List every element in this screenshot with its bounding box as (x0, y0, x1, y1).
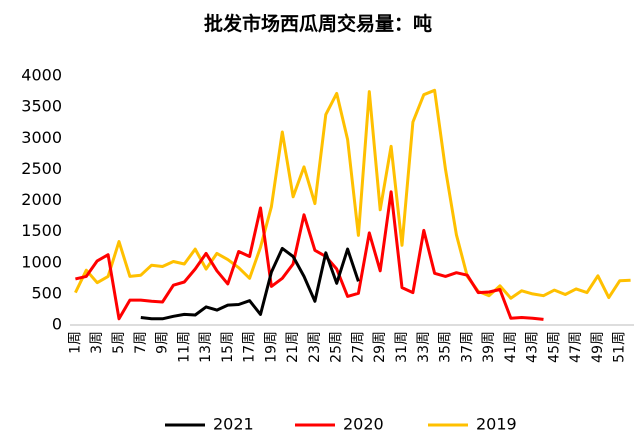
legend-label: 2019 (476, 415, 517, 434)
series-line (75, 190, 544, 321)
y-tick-label: 1500 (21, 221, 62, 240)
y-tick-label: 3000 (21, 128, 62, 147)
y-tick-label: 500 (31, 283, 62, 302)
x-tick-label: 19周 (263, 331, 279, 363)
y-tick-label: 3500 (21, 97, 62, 116)
y-tick-label: 2000 (21, 190, 62, 209)
x-tick-label: 43周 (525, 331, 541, 363)
x-tick-label: 27周 (350, 331, 366, 363)
x-tick-label: 29周 (372, 331, 388, 363)
x-tick-label: 41周 (503, 331, 519, 363)
x-tick-label: 51周 (612, 331, 628, 363)
x-tick-label: 39周 (481, 331, 497, 363)
x-tick-label: 37周 (459, 331, 475, 363)
legend-label: 2021 (213, 415, 254, 434)
series-line (140, 246, 360, 321)
x-tick-label: 9周 (155, 331, 171, 354)
x-tick-label: 47周 (568, 331, 584, 363)
x-tick-label: 13周 (198, 331, 214, 363)
legend-label: 2020 (343, 415, 384, 434)
x-tick-label: 3周 (89, 331, 105, 354)
y-tick-label: 4000 (21, 66, 62, 85)
y-tick-label: 0 (52, 315, 62, 334)
x-tick-label: 7周 (133, 331, 149, 354)
y-tick-label: 2500 (21, 159, 62, 178)
x-tick-label: 15周 (220, 331, 236, 363)
x-tick-label: 21周 (285, 331, 301, 363)
x-tick-label: 1周 (67, 331, 83, 354)
x-tick-label: 25周 (329, 331, 345, 363)
x-tick-label: 45周 (546, 331, 562, 363)
x-tick-label: 35周 (438, 331, 454, 363)
x-tick-label: 31周 (394, 331, 410, 363)
x-tick-label: 11周 (176, 331, 192, 363)
x-tick-label: 33周 (416, 331, 432, 363)
x-tick-label: 5周 (111, 331, 127, 354)
chart-title: 批发市场西瓜周交易量：吨 (204, 12, 432, 35)
x-tick-label: 49周 (590, 331, 606, 363)
y-tick-label: 1000 (21, 252, 62, 271)
x-tick-label: 23周 (307, 331, 323, 363)
series-line (74, 88, 631, 300)
x-tick-label: 17周 (242, 331, 258, 363)
